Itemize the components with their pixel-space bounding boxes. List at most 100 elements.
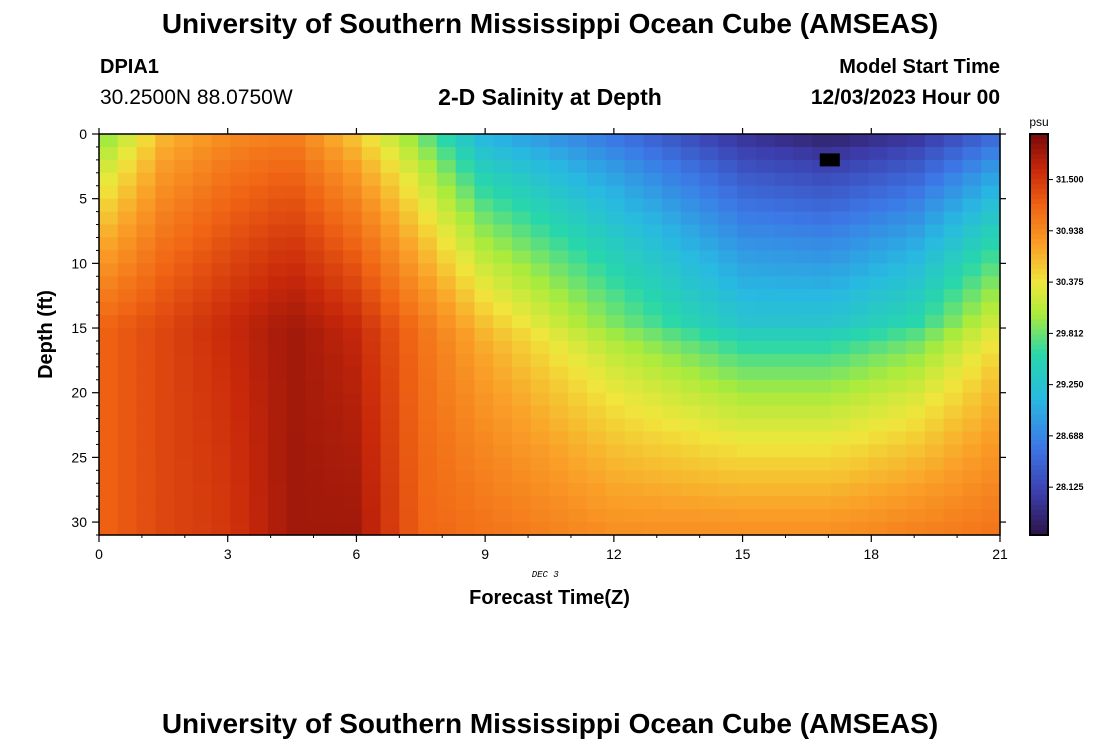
heatmap-cell: [174, 134, 194, 148]
heatmap-cell: [587, 185, 607, 200]
heatmap-cell: [343, 431, 363, 446]
heatmap-cell: [680, 353, 701, 368]
heatmap-cell: [249, 328, 269, 342]
heatmap-cell: [774, 366, 795, 381]
heatmap-cell: [849, 522, 870, 536]
heatmap-cell: [249, 198, 269, 213]
heatmap-cell: [962, 340, 982, 355]
heatmap-cell: [117, 431, 138, 446]
heatmap-cell: [943, 496, 964, 510]
heatmap-cell: [249, 146, 269, 161]
heatmap-cell: [699, 483, 720, 497]
heatmap-cell: [605, 146, 626, 161]
heatmap-cell: [549, 211, 569, 226]
colorbar-segment: [1030, 304, 1048, 311]
heatmap-cell: [568, 353, 588, 368]
heatmap-cell: [117, 328, 138, 342]
heatmap-cell: [99, 146, 119, 161]
heatmap-cell: [305, 405, 325, 420]
heatmap-cell: [737, 405, 757, 420]
heatmap-cell: [924, 198, 945, 213]
heatmap-cell: [136, 353, 156, 368]
heatmap-cell: [493, 496, 513, 510]
heatmap-cell: [906, 353, 926, 368]
heatmap-cell: [192, 470, 213, 484]
heatmap-cell: [755, 302, 776, 316]
heatmap-cell: [455, 418, 476, 433]
heatmap-cell: [436, 289, 457, 303]
heatmap-cell: [136, 289, 156, 303]
heatmap-cell: [361, 224, 382, 239]
heatmap-cell: [549, 315, 569, 329]
heatmap-cell: [155, 315, 175, 329]
heatmap-cell: [680, 457, 701, 471]
heatmap-cell: [211, 483, 231, 497]
heatmap-cell: [699, 457, 720, 471]
heatmap-cell: [343, 379, 363, 394]
heatmap-cell: [324, 470, 344, 484]
heatmap-cell: [511, 302, 532, 316]
colorbar-segment: [1030, 209, 1048, 215]
heatmap-cell: [868, 250, 888, 264]
heatmap-cell: [906, 431, 926, 446]
heatmap-cell: [99, 405, 119, 420]
colorbar-segment: [1030, 444, 1048, 451]
heatmap-cell: [943, 211, 964, 226]
heatmap-cell: [399, 172, 419, 187]
colorbar-segment: [1030, 244, 1048, 250]
heatmap-cell: [924, 418, 945, 433]
heatmap-cell: [924, 483, 945, 497]
heatmap-cell: [737, 353, 757, 368]
heatmap-cell: [605, 276, 626, 290]
heatmap-cell: [755, 172, 776, 187]
heatmap-cell: [699, 302, 720, 316]
heatmap-cell: [117, 496, 138, 510]
heatmap-cell: [174, 470, 194, 484]
heatmap-cell: [812, 431, 832, 446]
heatmap-cell: [493, 198, 513, 213]
heatmap-cell: [568, 289, 588, 303]
colorbar-segment: [1030, 314, 1048, 321]
heatmap-cell: [99, 483, 119, 497]
heatmap-cell: [549, 172, 569, 187]
heatmap-cell: [887, 211, 907, 226]
heatmap-cell: [662, 185, 682, 200]
heatmap-cell: [418, 250, 438, 264]
heatmap-cell: [380, 509, 400, 523]
heatmap-cell: [699, 250, 720, 264]
heatmap-cell: [718, 405, 738, 420]
heatmap-cell: [868, 328, 888, 342]
heatmap-cell: [699, 172, 720, 187]
heatmap-cell: [568, 263, 588, 277]
heatmap-cell: [117, 211, 138, 226]
heatmap-cell: [155, 237, 175, 252]
heatmap-cell: [99, 276, 119, 290]
heatmap-cell: [380, 172, 400, 187]
heatmap-cell: [418, 457, 438, 471]
heatmap-cell: [981, 522, 1001, 536]
heatmap-cell: [812, 405, 832, 420]
heatmap-cell: [680, 159, 701, 174]
heatmap-cell: [418, 379, 438, 394]
heatmap-cell: [511, 340, 532, 355]
heatmap-cell: [399, 522, 419, 536]
heatmap-cell: [192, 483, 213, 497]
heatmap-cell: [230, 146, 250, 161]
heatmap-cell: [906, 185, 926, 200]
heatmap-cell: [267, 509, 288, 523]
heatmap-cell: [286, 302, 307, 316]
heatmap-cell: [718, 146, 738, 161]
heatmap-cell: [192, 496, 213, 510]
heatmap-cell: [868, 276, 888, 290]
heatmap-cell: [267, 185, 288, 200]
heatmap-cell: [793, 509, 813, 523]
heatmap-cell: [267, 276, 288, 290]
heatmap-cell: [568, 185, 588, 200]
heatmap-cell: [493, 289, 513, 303]
heatmap-cell: [211, 198, 231, 213]
heatmap-cell: [755, 340, 776, 355]
heatmap-cell: [230, 315, 250, 329]
colorbar-segment: [1030, 374, 1048, 381]
heatmap-cell: [249, 418, 269, 433]
heatmap-cell: [812, 185, 832, 200]
